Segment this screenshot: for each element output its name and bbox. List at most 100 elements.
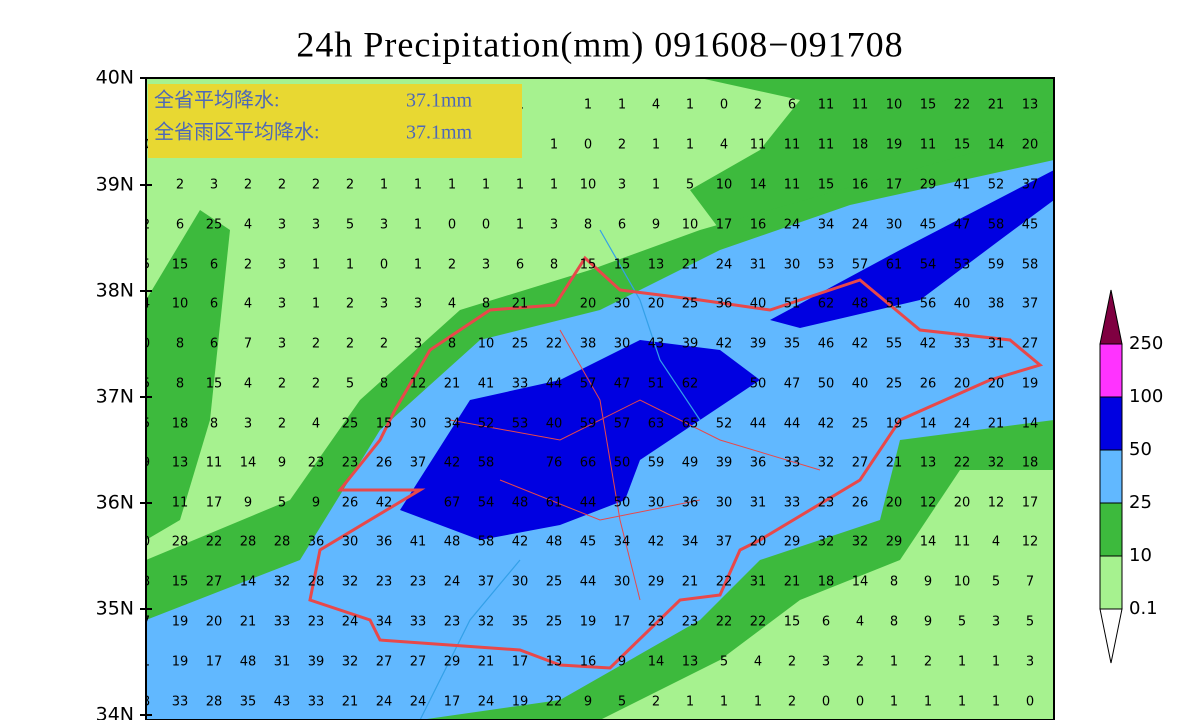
grid-value: 21	[784, 575, 801, 590]
grid-value: 5	[142, 258, 150, 273]
grid-value: 0	[1026, 695, 1034, 710]
grid-value: 5	[278, 496, 286, 511]
grid-value: 3	[278, 297, 286, 312]
colorbar-segment	[1099, 396, 1123, 451]
grid-value: 54	[920, 258, 937, 273]
grid-value: 51	[648, 377, 665, 392]
grid-value: 11	[920, 138, 937, 153]
grid-value: 24	[852, 218, 869, 233]
grid-value: 0	[856, 695, 864, 710]
grid-value: 14	[852, 575, 869, 590]
grid-value: 32	[342, 575, 359, 590]
grid-value: 30	[512, 575, 529, 590]
grid-value: 52	[716, 417, 733, 432]
grid-value: 42	[818, 417, 835, 432]
grid-value: 20	[648, 297, 665, 312]
grid-value: 33	[784, 496, 801, 511]
grid-value: 32	[342, 655, 359, 670]
grid-value: 2	[244, 178, 252, 193]
grid-value: 14	[988, 138, 1005, 153]
grid-value: 47	[954, 218, 971, 233]
grid-value: 1	[754, 695, 762, 710]
grid-value: 22	[954, 456, 971, 471]
grid-value: 14	[1022, 417, 1039, 432]
grid-value: 14	[920, 535, 937, 550]
grid-value: 40	[546, 417, 563, 432]
grid-value: 59	[648, 456, 665, 471]
grid-value: 55	[886, 337, 903, 352]
grid-value: 5	[958, 615, 966, 630]
grid-value: 20	[988, 377, 1005, 392]
grid-value: 0	[142, 337, 150, 352]
grid-value: 31	[988, 337, 1005, 352]
grid-value: 9	[142, 456, 150, 471]
grid-value: 36	[308, 535, 325, 550]
grid-value: 2	[346, 337, 354, 352]
grid-value: 10	[954, 575, 971, 590]
grid-value: 1	[652, 138, 660, 153]
grid-value: 17	[716, 218, 733, 233]
grid-value: 18	[818, 575, 835, 590]
grid-value: 11	[818, 138, 835, 153]
grid-value: 5	[142, 377, 150, 392]
grid-value: 41	[954, 178, 971, 193]
grid-value: 15	[580, 258, 597, 273]
grid-value: 13	[172, 456, 189, 471]
grid-value: 57	[852, 258, 869, 273]
grid-value: 36	[682, 496, 699, 511]
grid-value: 1	[958, 655, 966, 670]
grid-value: 1	[312, 297, 320, 312]
grid-value: 2	[448, 258, 456, 273]
colorbar-segment	[1099, 343, 1123, 398]
grid-value: 0	[822, 695, 830, 710]
grid-value: 23	[410, 575, 427, 590]
grid-value: 30	[614, 337, 631, 352]
grid-value: 13	[1022, 98, 1039, 113]
grid-value: 25	[682, 297, 699, 312]
grid-value: 37	[1022, 297, 1039, 312]
grid-value: 34	[376, 615, 393, 630]
grid-value: 23	[682, 615, 699, 630]
grid-value: 34	[682, 535, 699, 550]
grid-value: 30	[614, 575, 631, 590]
grid-value: 2	[754, 98, 762, 113]
grid-value: 23	[648, 615, 665, 630]
grid-value: 18	[1022, 456, 1039, 471]
grid-value: 6	[516, 258, 524, 273]
grid-value: 1	[584, 98, 592, 113]
grid-value: 39	[750, 337, 767, 352]
grid-value: 9	[924, 615, 932, 630]
grid-value: 36	[376, 535, 393, 550]
grid-value: 4	[652, 98, 660, 113]
grid-value: 54	[478, 496, 495, 511]
grid-value: 9	[244, 496, 252, 511]
grid-value: 15	[818, 178, 835, 193]
grid-value: 0	[448, 218, 456, 233]
grid-value: 29	[648, 575, 665, 590]
colorbar-segment	[1099, 449, 1123, 504]
grid-value: 44	[546, 377, 563, 392]
grid-value: 53	[818, 258, 835, 273]
grid-value: 42	[852, 337, 869, 352]
grid-value: 14	[240, 575, 257, 590]
grid-value: 2	[788, 695, 796, 710]
grid-value: 23	[818, 496, 835, 511]
grid-value: 76	[546, 456, 563, 471]
grid-value: 5	[720, 655, 728, 670]
grid-value: 6	[176, 218, 184, 233]
grid-value: 23	[444, 615, 461, 630]
grid-value: 2	[618, 138, 626, 153]
grid-value: 22	[954, 98, 971, 113]
grid-value: 19	[886, 138, 903, 153]
grid-value: 2	[652, 695, 660, 710]
grid-value: 1	[550, 138, 558, 153]
grid-value: 1	[890, 695, 898, 710]
grid-value: 17	[206, 496, 223, 511]
grid-value: 19	[1022, 377, 1039, 392]
grid-value: 62	[818, 297, 835, 312]
grid-value: 15	[614, 258, 631, 273]
grid-value: 5	[618, 695, 626, 710]
grid-value: 32	[274, 575, 291, 590]
grid-value: 9	[278, 456, 286, 471]
colorbar-label: 50	[1129, 439, 1152, 460]
